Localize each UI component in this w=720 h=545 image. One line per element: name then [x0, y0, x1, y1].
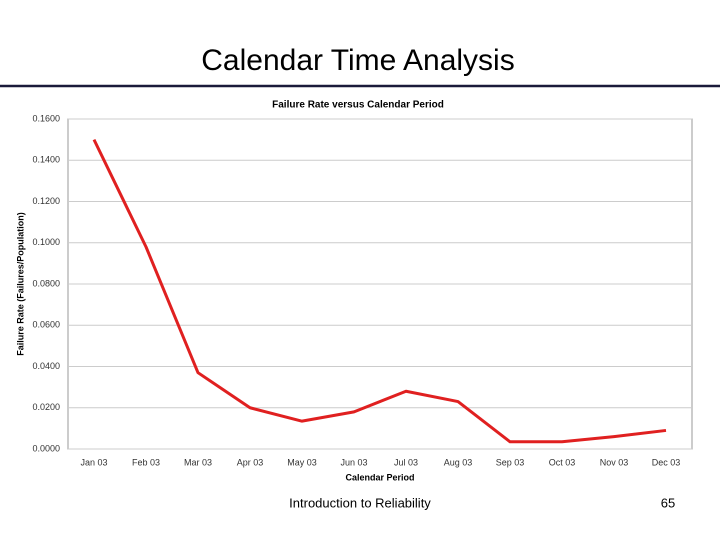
x-axis-label: Calendar Period	[345, 472, 414, 482]
x-tick-label: Jan 03	[80, 457, 107, 467]
y-tick-label: 0.0400	[32, 361, 60, 371]
y-tick-label: 0.1600	[32, 113, 60, 123]
y-tick-label: 0.0600	[32, 320, 60, 330]
x-tick-label: Apr 03	[237, 457, 264, 467]
y-axis-label: Failure Rate (Failures/Population)	[15, 212, 25, 356]
x-tick-label: Mar 03	[184, 457, 212, 467]
y-tick-label: 0.1200	[32, 196, 60, 206]
page-number: 65	[661, 495, 675, 510]
x-tick-label: May 03	[287, 457, 317, 467]
x-tick-label: Oct 03	[549, 457, 576, 467]
slide-title: Calendar Time Analysis	[201, 44, 514, 77]
x-tick-label: Jul 03	[394, 457, 418, 467]
x-tick-label: Aug 03	[444, 457, 473, 467]
y-tick-label: 0.0200	[32, 402, 60, 412]
data-line	[92, 138, 667, 444]
chart-title: Failure Rate versus Calendar Period	[272, 100, 444, 111]
footer-text: Introduction to Reliability	[289, 495, 431, 510]
x-tick-label: Sep 03	[496, 457, 525, 467]
y-tick-label: 0.1000	[32, 237, 60, 247]
x-tick-label: Feb 03	[132, 457, 160, 467]
y-tick-label: 0.0800	[32, 278, 60, 288]
x-tick-label: Jun 03	[340, 457, 367, 467]
y-tick-label: 0.0000	[32, 443, 60, 453]
x-tick-label: Dec 03	[652, 457, 681, 467]
y-tick-label: 0.1400	[32, 155, 60, 165]
x-tick-label: Nov 03	[600, 457, 629, 467]
